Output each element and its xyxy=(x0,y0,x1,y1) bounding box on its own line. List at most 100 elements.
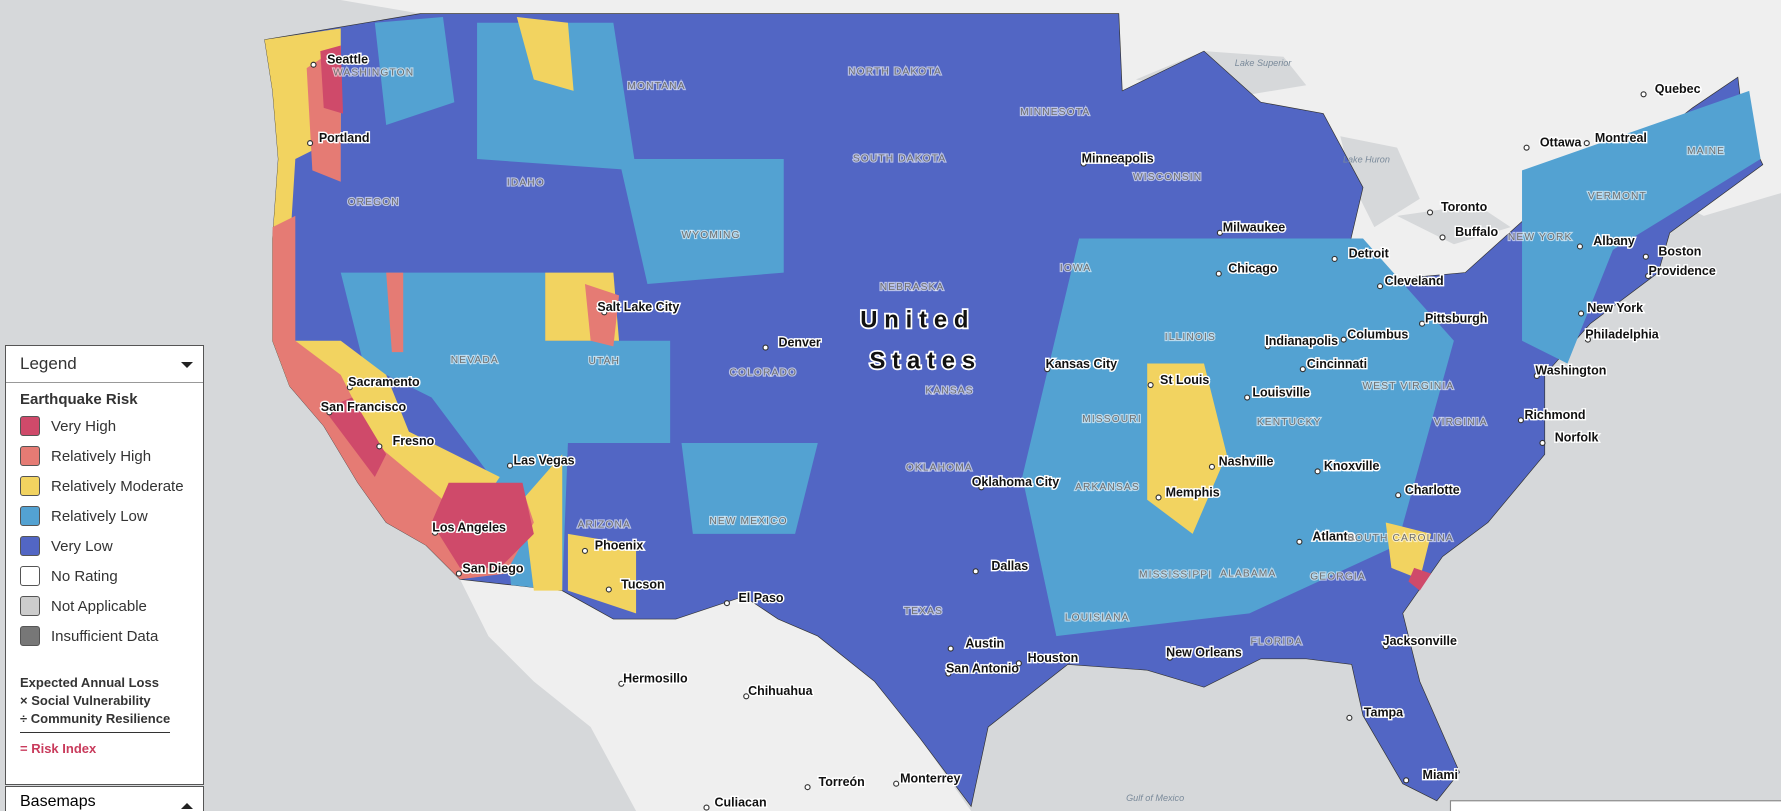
city-dot xyxy=(978,484,985,491)
legend-swatch xyxy=(20,416,40,436)
city-dot xyxy=(431,529,439,536)
city-label: Philadelphia xyxy=(1585,327,1660,341)
city-dot xyxy=(1517,417,1524,424)
city-label: Torreón xyxy=(819,775,865,789)
city-dot xyxy=(972,568,979,575)
legend-heading: Earthquake Risk xyxy=(20,391,138,408)
state-label: UTAH xyxy=(588,356,620,367)
city-label: San Francisco xyxy=(321,400,407,414)
city-dot xyxy=(1533,372,1540,380)
state-label: WYOMING xyxy=(682,230,741,241)
state-label: COLORADO xyxy=(729,367,797,378)
city-dot xyxy=(601,309,608,316)
city-label: Washington xyxy=(1535,364,1606,378)
legend-items: Very High Relatively High Relatively Moder… xyxy=(20,416,189,646)
city-label: Chihuahua xyxy=(748,684,814,698)
city-label: Charlotte xyxy=(1405,483,1460,497)
city-label: Pittsburgh xyxy=(1425,311,1487,325)
state-label: ALABAMA xyxy=(1220,568,1276,579)
city-dot xyxy=(1296,538,1303,545)
city-dot xyxy=(1215,270,1222,277)
legend-toggle[interactable]: Legend xyxy=(6,346,203,383)
city-dot xyxy=(1576,243,1584,250)
city-dot xyxy=(506,462,514,469)
legend-item: Not Applicable xyxy=(20,596,189,616)
city-label: Toronto xyxy=(1441,200,1488,214)
city-label: Austin xyxy=(965,636,1004,650)
city-dot xyxy=(1642,253,1649,260)
state-label: WISCONSIN xyxy=(1133,172,1202,183)
state-label: WASHINGTON xyxy=(333,67,414,78)
city-label: Tampa xyxy=(1364,706,1404,720)
state-label: MONTANA xyxy=(627,81,685,92)
city-dot xyxy=(1539,439,1546,447)
formula-line: × Social Vulnerability xyxy=(20,693,151,708)
basemaps-toggle[interactable]: Basemaps xyxy=(5,786,204,811)
city-label: Cleveland xyxy=(1385,274,1444,288)
water-label: Lake Huron xyxy=(1343,154,1390,164)
state-label: NEVADA xyxy=(451,355,499,366)
city-dot xyxy=(307,140,314,147)
legend-swatch xyxy=(20,566,40,586)
city-label: Sacramento xyxy=(348,375,420,389)
city-dot xyxy=(1208,463,1216,470)
city-label: Tucson xyxy=(621,577,664,591)
city-label: Kansas City xyxy=(1046,357,1118,371)
legend-swatch xyxy=(20,446,40,466)
city-dot xyxy=(1419,320,1426,327)
city-dot xyxy=(1346,714,1353,721)
lake xyxy=(1135,51,1511,245)
state-label: ARKANSAS xyxy=(1075,482,1140,493)
city-label: Albany xyxy=(1593,234,1635,248)
state-label: NORTH DAKOTA xyxy=(848,66,942,77)
state-label: MISSISSIPPI xyxy=(1139,569,1212,580)
city-label: Richmond xyxy=(1524,408,1585,422)
state-label: FLORIDA xyxy=(1251,636,1303,647)
city-label: Dallas xyxy=(991,559,1028,573)
city-dot xyxy=(1645,272,1652,280)
city-label: Buffalo xyxy=(1455,225,1498,239)
city-label: Miami xyxy=(1423,768,1458,782)
city-label: Monterrey xyxy=(900,771,960,785)
city-label: El Paso xyxy=(738,591,783,605)
city-label: Montreal xyxy=(1595,131,1647,145)
legend-swatch xyxy=(20,506,40,526)
city-dot xyxy=(1314,468,1321,475)
city-dot xyxy=(1264,343,1271,350)
city-dot xyxy=(1166,654,1173,661)
city-dot xyxy=(1147,381,1154,389)
state-label: MAINE xyxy=(1687,146,1725,157)
country-label: United xyxy=(860,307,975,334)
city-dot xyxy=(581,547,589,554)
city-label: Columbus xyxy=(1347,327,1408,341)
legend: Legend Earthquake Risk Very High Relative… xyxy=(5,345,204,785)
legend-label: Relatively High xyxy=(51,447,152,465)
state-label: GEORGIA xyxy=(1310,572,1366,583)
legend-item: Relatively High xyxy=(20,446,189,466)
legend-label: Relatively Moderate xyxy=(51,477,184,495)
city-label: San Antonio xyxy=(946,661,1019,675)
city-label: Knoxville xyxy=(1324,459,1380,473)
city-label: Los Angeles xyxy=(432,520,506,534)
state-label: MISSOURI xyxy=(1082,414,1142,425)
city-dot xyxy=(1403,777,1410,784)
city-dot xyxy=(605,586,612,593)
city-dot xyxy=(1244,394,1251,401)
state-label: SOUTH CAROLINA xyxy=(1347,533,1454,544)
city-label: Minneapolis xyxy=(1082,151,1154,165)
legend-item: Relatively Moderate xyxy=(20,476,189,496)
legend-label: No Rating xyxy=(51,567,118,585)
city-dot xyxy=(1640,91,1647,98)
state-label: IDAHO xyxy=(507,178,545,189)
city-dot xyxy=(618,680,625,687)
city-dot xyxy=(346,384,353,391)
state-label: ILLINOIS xyxy=(1165,332,1216,343)
legend-label: Relatively Low xyxy=(51,507,148,525)
city-dot xyxy=(947,645,954,652)
city-label: Culiacan xyxy=(715,795,767,809)
city-dot xyxy=(1382,643,1389,650)
city-label: Jacksonville xyxy=(1383,634,1457,648)
city-dot xyxy=(310,61,317,68)
state-label: IOWA xyxy=(1060,263,1091,274)
